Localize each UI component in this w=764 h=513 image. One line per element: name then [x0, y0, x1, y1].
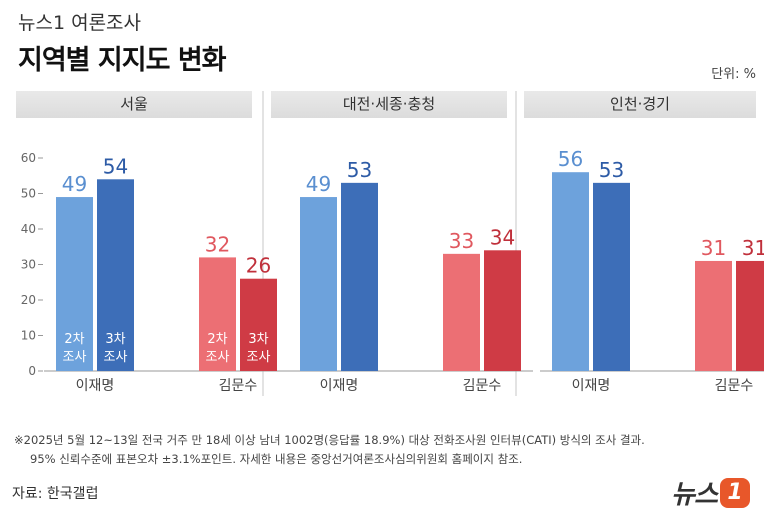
data-label: 31 [701, 236, 726, 260]
bar-round-label: 조사 [104, 350, 128, 365]
bar [695, 260, 732, 371]
data-label: 32 [205, 232, 230, 256]
data-label: 54 [103, 154, 128, 178]
category-label: 김문수 [715, 378, 754, 394]
unit-label: 단위: % [711, 67, 756, 82]
category-label: 김문수 [219, 378, 258, 394]
data-label: 53 [599, 158, 624, 182]
y-tick-label: 50 [21, 187, 36, 201]
y-tick-label: 0 [28, 364, 36, 378]
panel-divider [515, 91, 517, 396]
bar [56, 197, 93, 371]
source-label: 자료: 한국갤럽 [12, 486, 99, 502]
category-label: 이재명 [320, 378, 359, 394]
y-tick-label: 10 [21, 329, 36, 343]
bar [552, 172, 589, 371]
y-tick-label: 60 [21, 151, 36, 165]
bar [484, 250, 521, 371]
panel-title-chungcheong: 대전·세종·충청 [271, 91, 507, 118]
page-title: 지역별 지지도 변화 [18, 45, 227, 76]
brand-line: 뉴스1 여론조사 [18, 12, 142, 34]
bar-round-label: 2차 [64, 332, 84, 347]
data-label: 53 [347, 158, 372, 182]
bar [341, 182, 378, 371]
category-label: 이재명 [76, 378, 115, 394]
panel-divider [262, 91, 264, 396]
bar-round-label: 조사 [63, 350, 87, 365]
bar [593, 182, 630, 371]
bar-round-label: 3차 [248, 332, 268, 347]
bar-round-label: 2차 [207, 332, 227, 347]
bar-round-label: 3차 [105, 332, 125, 347]
panel-title-seoul: 서울 [16, 91, 252, 118]
bar [443, 253, 480, 371]
bar [240, 278, 277, 371]
bar [199, 257, 236, 371]
logo-text: 뉴스 [671, 480, 718, 510]
data-label: 34 [490, 225, 515, 249]
y-tick-label: 40 [21, 222, 36, 236]
category-label: 김문수 [463, 378, 502, 394]
data-label: 49 [62, 172, 87, 196]
data-label: 31 [742, 236, 764, 260]
logo-badge: 1 [720, 477, 750, 508]
footnote-line-2: 95% 신뢰수준에 표본오차 ±3.1%포인트. 자세한 내용은 중앙선거여론조… [30, 452, 523, 466]
bar [736, 260, 764, 371]
data-label: 26 [246, 254, 271, 278]
data-label: 33 [449, 229, 474, 253]
bar [97, 179, 134, 371]
data-label: 49 [306, 172, 331, 196]
bar-round-label: 조사 [206, 350, 230, 365]
footnote-line-1: ※2025년 5월 12~13일 전국 거주 만 18세 이상 남녀 1002명… [14, 433, 645, 447]
panel-title-gyeonggi: 인천·경기 [524, 91, 756, 118]
bar-round-label: 조사 [247, 350, 271, 365]
y-tick-label: 30 [21, 258, 36, 272]
bar [300, 197, 337, 371]
y-tick-label: 20 [21, 293, 36, 307]
category-label: 이재명 [572, 378, 611, 394]
data-label: 56 [558, 147, 583, 171]
news1-logo: 뉴스 1 [671, 474, 750, 511]
